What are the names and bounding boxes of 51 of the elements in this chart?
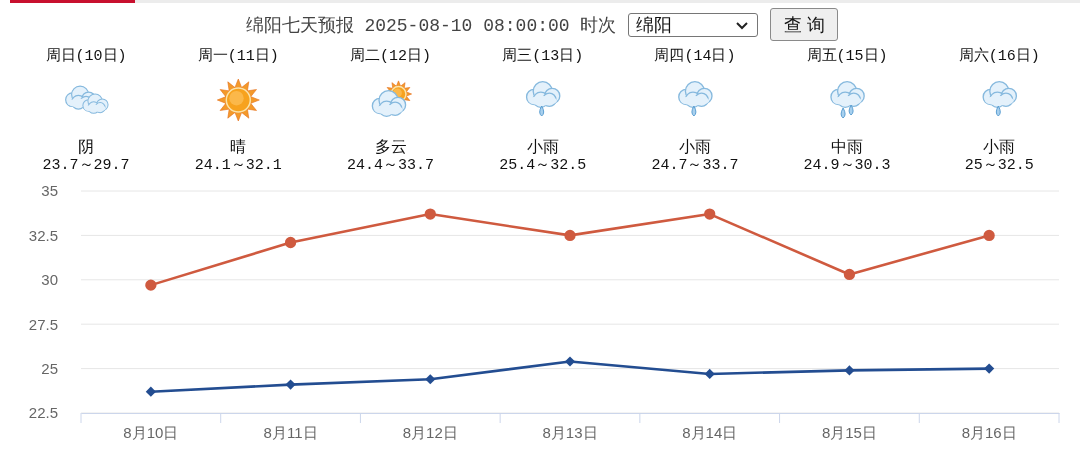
city-select: 绵阳 — [628, 12, 759, 37]
x-tick-label: 8月11日 — [263, 423, 318, 441]
y-tick-label: 27.5 — [28, 315, 58, 333]
text: 25～32.5 — [963, 156, 1035, 176]
text: 多云 — [373, 137, 408, 157]
text: 周四(14日) — [653, 47, 737, 67]
point — [983, 229, 995, 242]
text: 24.1～32.1 — [193, 156, 283, 176]
point — [984, 363, 995, 374]
point — [704, 208, 716, 220]
x-tick-label: 8月15日 — [821, 423, 877, 441]
text: 晴 — [229, 137, 248, 157]
text: 中雨 — [830, 137, 865, 157]
point — [843, 268, 856, 281]
point — [284, 236, 297, 249]
x-tick-label: 8月16日 — [961, 423, 1017, 441]
query-button: 查 询 — [770, 8, 839, 41]
text: 24.7～33.7 — [650, 156, 740, 176]
text: 25.4～32.5 — [498, 156, 588, 176]
text: 周六(16日) — [957, 47, 1041, 67]
point — [145, 386, 156, 397]
y-tick-label: 22.5 — [28, 404, 58, 422]
x-tick-label: 8月12日 — [402, 423, 458, 441]
x-tick-label: 8月14日 — [682, 423, 738, 441]
point — [285, 379, 296, 390]
text: 小雨 — [982, 137, 1017, 157]
text: 阴 — [77, 137, 96, 157]
point — [704, 368, 715, 380]
point — [145, 279, 157, 291]
text: 小雨 — [525, 137, 560, 157]
y-tick-label: 30 — [41, 271, 58, 289]
y-tick-label: 35 — [41, 182, 58, 200]
point — [425, 374, 436, 385]
y-tick-label: 32.5 — [28, 226, 58, 244]
text: 小雨 — [677, 137, 712, 157]
text: 周日(10日) — [44, 47, 128, 67]
point — [424, 208, 436, 220]
point — [564, 229, 576, 242]
y-tick-label: 25 — [41, 359, 58, 377]
point — [844, 365, 855, 376]
x-tick-label: 8月13日 — [542, 423, 598, 441]
text: 周二(12日) — [349, 47, 432, 67]
text: 24.4～33.7 — [346, 156, 435, 176]
text: 周一(11日) — [196, 47, 280, 67]
text: 周三(13日) — [501, 47, 585, 67]
text: 23.7～29.7 — [41, 156, 131, 176]
chart-title: 绵阳七天预报 2025-08-10 08:00:00 时次 — [244, 14, 617, 37]
text: 周五(15日) — [805, 47, 889, 67]
text: 24.9～30.3 — [802, 156, 892, 176]
x-tick-label: 8月10日 — [123, 423, 179, 441]
point — [564, 356, 576, 367]
